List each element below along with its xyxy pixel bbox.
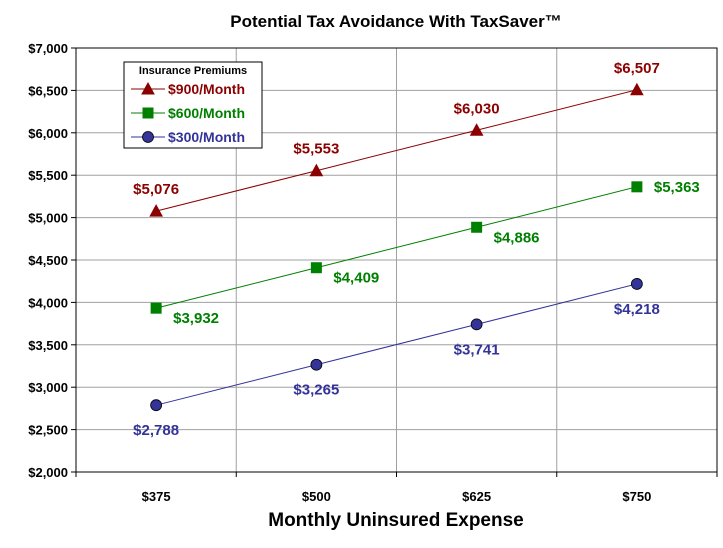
series-triangle: $5,076 $5,553 $6,030 $6,507 <box>133 60 660 217</box>
data-label: $5,076 <box>133 181 179 198</box>
chart-title: Potential Tax Avoidance With TaxSaver™ <box>230 12 561 31</box>
y-tick-label: $4,000 <box>28 295 68 310</box>
y-tick-label: $6,500 <box>28 83 68 98</box>
legend: Insurance Premiums $900/Month$600/Month$… <box>123 61 263 149</box>
x-axis-title: Monthly Uninsured Expense <box>268 510 523 531</box>
legend-marker-square <box>142 107 154 119</box>
series-line <box>156 283 637 406</box>
data-point <box>471 221 483 233</box>
x-tick-label: $500 <box>302 489 331 504</box>
y-tick-label: $3,500 <box>28 338 68 353</box>
legend-item: $300/Month <box>131 129 245 145</box>
data-label: $4,218 <box>614 301 660 318</box>
y-tick-label: $4,500 <box>28 253 68 268</box>
legend-marker-triangle <box>141 81 155 95</box>
series-layer: $5,076 $5,553 $6,030 $6,507 $3,932 $4,409 $4,8… <box>133 60 700 439</box>
legend-item: $900/Month <box>131 81 245 97</box>
data-point <box>630 278 643 290</box>
x-tick-label: $625 <box>462 489 491 504</box>
data-label: $5,363 <box>654 179 700 196</box>
axes: $2,000 $2,500 $3,000 $3,500 $4,000 $4,500 $5,0… <box>28 41 718 504</box>
y-tick-label: $5,000 <box>28 211 68 226</box>
data-point <box>469 123 484 136</box>
data-label: $6,507 <box>614 60 660 77</box>
y-tick-label: $3,000 <box>28 380 68 395</box>
series-circle: $2,788 $3,265 $3,741 $4,218 <box>133 278 660 439</box>
data-label: $3,932 <box>173 310 219 327</box>
legend-label: $300/Month <box>168 129 245 145</box>
data-label: $3,265 <box>293 382 339 399</box>
legend-item: $600/Month <box>131 105 245 121</box>
data-label: $4,886 <box>494 229 540 246</box>
y-tick-label: $7,000 <box>28 41 68 56</box>
x-tick-label: $750 <box>622 489 651 504</box>
data-point <box>150 399 163 412</box>
y-tick-label: $5,500 <box>28 168 68 183</box>
data-point <box>631 181 643 193</box>
y-tick-label: $6,000 <box>28 126 68 141</box>
series-line <box>156 89 637 212</box>
data-label: $3,741 <box>454 341 500 358</box>
legend-label: $600/Month <box>168 105 245 121</box>
data-point <box>149 204 163 217</box>
data-point <box>310 358 323 371</box>
data-label: $6,030 <box>454 100 500 117</box>
data-point <box>310 262 322 274</box>
series-line <box>156 186 637 309</box>
legend-label: $900/Month <box>168 81 245 97</box>
x-tick-label: $375 <box>142 489 171 504</box>
data-point <box>150 302 162 314</box>
data-point <box>470 318 483 331</box>
data-label: $2,788 <box>133 422 179 439</box>
data-point <box>309 163 324 177</box>
y-tick-label: $2,000 <box>28 465 68 480</box>
y-tick-label: $2,500 <box>28 423 68 438</box>
series-square: $3,932 $4,409 $4,886 $5,363 <box>150 179 700 327</box>
data-label: $4,409 <box>333 270 379 287</box>
legend-title: Insurance Premiums <box>139 65 247 77</box>
data-point <box>630 82 644 96</box>
legend-items: $900/Month $600/Month $300/Month <box>131 81 245 145</box>
data-label: $5,553 <box>293 141 339 158</box>
legend-marker-circle <box>142 131 154 143</box>
